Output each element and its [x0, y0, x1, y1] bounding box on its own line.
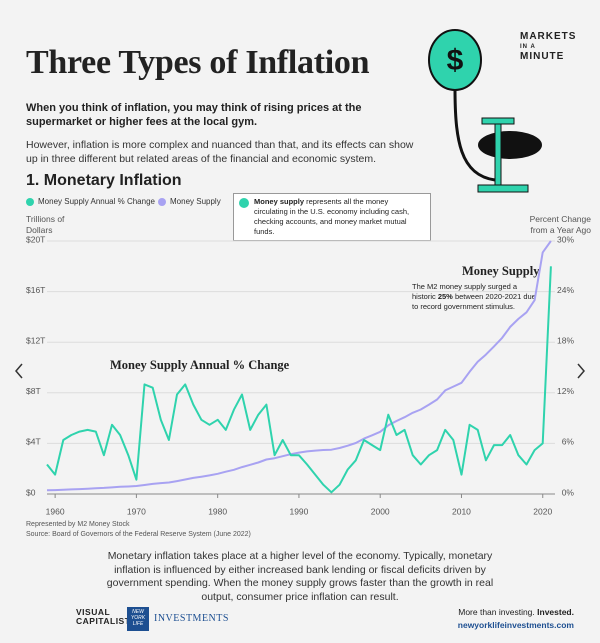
x-tick-label: 1960	[46, 506, 65, 516]
tagline-part: More than investing.	[458, 607, 538, 617]
logo-line: MARKETS	[520, 31, 577, 42]
info-bold: Money supply	[254, 197, 305, 206]
brand: VISUAL CAPITALIST	[76, 608, 130, 626]
pump-illustration: $	[428, 29, 542, 193]
notes: Represented by M2 Money Stock Source: Bo…	[26, 520, 251, 540]
x-tick-label: 2000	[371, 506, 390, 516]
legend-label: Money Supply Annual % Change	[38, 197, 156, 206]
intro: However, inflation is more complex and n…	[26, 139, 414, 165]
y-axis-label: Trillions of Dollars	[26, 214, 65, 235]
tagline: More than investing. Invested.	[458, 606, 574, 619]
series-line	[46, 240, 552, 492]
info-box: Money supply represents all the money ci…	[233, 193, 431, 241]
x-tick-label: 1970	[127, 506, 146, 516]
intro-bold: When you think of inflation, you may thi…	[26, 102, 362, 128]
x-tick-label: 2010	[452, 506, 471, 516]
legend-label: Money Supply	[170, 197, 221, 206]
y2-tick-label: 0%	[562, 487, 575, 497]
y-tick-label: $16T	[26, 285, 45, 295]
annotation-part: between 2020-2021 due to record governme…	[412, 292, 536, 311]
note: Source: Board of Governors of the Federa…	[26, 531, 251, 538]
shadow	[478, 131, 542, 159]
y2-tick-label: 18%	[557, 335, 574, 345]
y2-tick-label: 6%	[562, 437, 575, 447]
brand-line: CAPITALIST	[76, 616, 131, 626]
pump-handle	[481, 117, 515, 125]
pump-base	[477, 184, 529, 193]
x-tick-label: 1980	[208, 506, 227, 516]
section-title: 1. Monetary Inflation	[26, 172, 182, 189]
tagline-part: Invested.	[537, 607, 574, 617]
annotation-part: The M2 money supply surged a historic	[412, 282, 518, 301]
legend-marker	[158, 198, 166, 206]
info-icon	[239, 198, 249, 208]
x-tick-label: 2020	[533, 506, 552, 516]
x-tick-label: 1990	[289, 506, 308, 516]
y-tick-label: $20T	[26, 234, 45, 244]
y-tick-label: $8T	[26, 386, 41, 396]
note: Represented by M2 Money Stock	[26, 521, 130, 528]
coin-symbol: $	[447, 44, 464, 77]
partner-mark-line: YORK	[130, 615, 146, 621]
annotation-part: 25%	[437, 292, 453, 301]
info-text: represents all the money circulating in …	[254, 197, 410, 236]
tagline-block: More than investing. Invested. newyorkli…	[458, 606, 574, 632]
legend-marker	[26, 198, 34, 206]
y2-tick-label: 30%	[557, 234, 574, 244]
y-tick-label: $0	[26, 487, 36, 497]
partner: INVESTMENTS	[154, 613, 229, 624]
annotation: Money Supply Annual % Change	[110, 358, 290, 372]
y2-tick-label: 12%	[557, 386, 574, 396]
body-text: Monetary inflation takes place at a high…	[106, 550, 494, 603]
y-tick-label: $4T	[26, 437, 41, 447]
partner-mark: NEW YORK LIFE	[127, 607, 149, 631]
series-line	[46, 266, 552, 494]
y-tick-label: $12T	[26, 335, 45, 345]
partner-mark-line: NEW	[132, 609, 144, 615]
brand-line: VISUAL	[76, 607, 111, 617]
annotation-title: Money Supply	[462, 264, 540, 278]
url: newyorklifeinvestments.com	[457, 620, 574, 630]
hose	[453, 87, 496, 182]
pump-body	[494, 122, 502, 189]
y2-axis-label: Percent Change from a Year Ago	[529, 214, 591, 235]
page-title: Three Types of Inflation	[26, 44, 370, 81]
logo-line: MINUTE	[520, 51, 565, 62]
next-arrow[interactable]	[577, 363, 585, 379]
prev-arrow[interactable]	[15, 363, 23, 379]
partner-mark-line: LIFE	[132, 621, 144, 627]
coin	[428, 29, 482, 91]
y2-tick-label: 24%	[557, 285, 574, 295]
logo: MARKETS IN A MINUTE	[520, 32, 576, 62]
annotation-text: The M2 money supply surged a historic 25…	[412, 282, 542, 312]
logo-line: IN A	[520, 44, 536, 50]
